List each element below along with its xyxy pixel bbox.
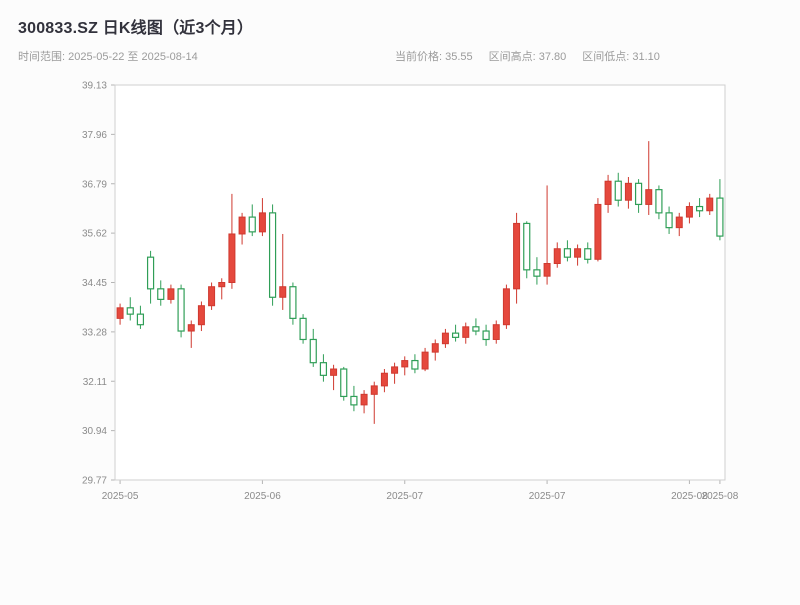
candle bbox=[421, 347, 429, 372]
candle bbox=[350, 385, 358, 412]
candle bbox=[472, 318, 480, 336]
y-axis-label: 30.94 bbox=[82, 426, 107, 437]
candle bbox=[340, 366, 348, 401]
candle bbox=[706, 193, 714, 215]
candle bbox=[187, 320, 195, 348]
candle bbox=[146, 250, 155, 304]
candle bbox=[574, 244, 582, 266]
candle bbox=[513, 212, 521, 304]
candle bbox=[360, 390, 368, 414]
x-axis-label: 2025-05 bbox=[102, 491, 139, 502]
candle bbox=[319, 354, 328, 382]
y-axis-label: 32.11 bbox=[83, 377, 108, 388]
page-title: 300833.SZ 日K线图（近3个月） bbox=[18, 20, 254, 37]
candle bbox=[665, 206, 673, 234]
y-axis-label: 34.45 bbox=[82, 278, 107, 289]
candle bbox=[594, 198, 602, 262]
candle bbox=[208, 282, 216, 310]
candle bbox=[126, 297, 134, 321]
candle bbox=[380, 369, 388, 393]
price-summary: 当前价格: 35.55 区间高点: 37.80 区间低点: 31.10 bbox=[395, 48, 676, 64]
range-low-label: 区间低点: 31.10 bbox=[582, 51, 660, 63]
candle bbox=[411, 354, 419, 374]
candle bbox=[218, 278, 226, 300]
candle bbox=[177, 284, 185, 338]
candle bbox=[675, 212, 683, 237]
range-high-label: 区间高点: 37.80 bbox=[488, 51, 567, 63]
candle bbox=[563, 240, 572, 262]
candle bbox=[614, 172, 622, 207]
candle bbox=[634, 179, 643, 213]
candle bbox=[492, 320, 500, 344]
candle bbox=[462, 322, 470, 344]
y-axis-label: 33.28 bbox=[82, 327, 107, 338]
candle bbox=[543, 185, 551, 285]
candle bbox=[604, 174, 612, 213]
plot-border bbox=[114, 84, 726, 481]
candle bbox=[716, 179, 724, 241]
candle bbox=[238, 212, 246, 245]
current-price-label: 当前价格: 35.55 bbox=[395, 51, 473, 63]
candle bbox=[268, 204, 277, 306]
plot-background bbox=[115, 85, 725, 480]
candle bbox=[645, 141, 653, 215]
candle bbox=[299, 314, 307, 344]
candle bbox=[624, 176, 632, 209]
candle bbox=[695, 198, 704, 218]
candle bbox=[258, 198, 266, 237]
candle bbox=[655, 185, 663, 220]
candle bbox=[685, 202, 693, 224]
candle bbox=[116, 303, 124, 325]
y-axis-label: 35.62 bbox=[82, 229, 107, 240]
candle bbox=[330, 364, 338, 391]
candle bbox=[401, 356, 409, 376]
y-axis-label: 36.79 bbox=[82, 179, 107, 190]
candle bbox=[309, 328, 317, 367]
candle bbox=[136, 305, 145, 329]
candle bbox=[167, 284, 175, 304]
candle bbox=[502, 284, 510, 329]
candle bbox=[523, 221, 531, 279]
candle bbox=[248, 204, 256, 237]
candle bbox=[441, 328, 449, 348]
candle bbox=[228, 193, 236, 289]
y-axis-label: 37.96 bbox=[82, 130, 107, 141]
candle bbox=[289, 282, 297, 325]
x-axis-label: 2025-08 bbox=[702, 491, 739, 502]
candle bbox=[533, 257, 541, 285]
y-axis-label: 29.77 bbox=[82, 476, 107, 487]
candle bbox=[584, 242, 592, 264]
candle bbox=[553, 242, 561, 268]
candle bbox=[370, 381, 378, 424]
candle bbox=[157, 280, 165, 306]
subtitle-row: 时间范围: 2025-05-22 至 2025-08-14 当前价格: 35.5… bbox=[0, 48, 800, 64]
x-axis-label: 2025-07 bbox=[386, 491, 423, 502]
candle bbox=[482, 324, 490, 346]
candle bbox=[391, 362, 399, 384]
x-axis-label: 2025-07 bbox=[529, 491, 566, 502]
candle bbox=[431, 339, 439, 361]
candle bbox=[279, 233, 287, 310]
candle bbox=[197, 301, 205, 332]
y-axis-label: 39.13 bbox=[82, 81, 107, 92]
x-axis-label: 2025-08 bbox=[671, 491, 708, 502]
date-range-label: 时间范围: 2025-05-22 至 2025-08-14 bbox=[18, 51, 198, 63]
candle bbox=[451, 324, 460, 342]
x-axis-label: 2025-06 bbox=[244, 491, 281, 502]
